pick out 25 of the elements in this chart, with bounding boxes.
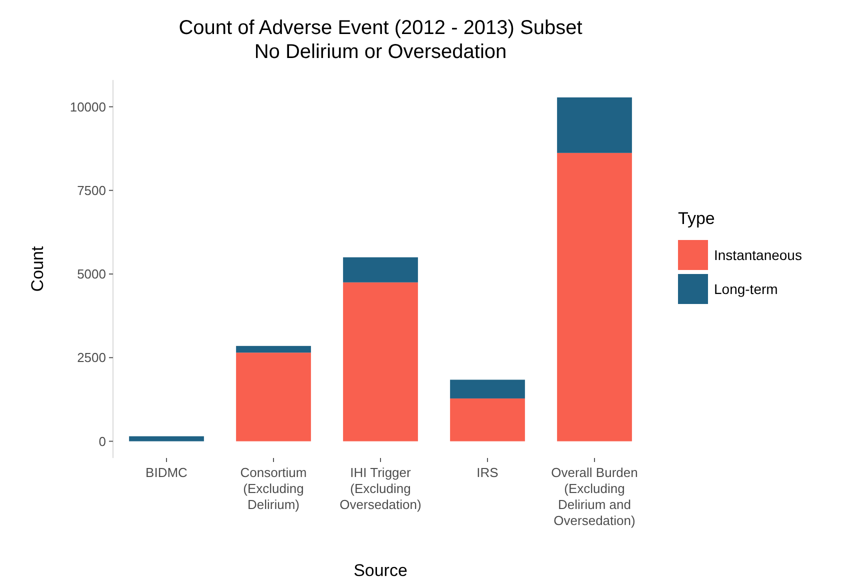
y-tick-label: 0	[98, 434, 106, 449]
bar	[343, 257, 418, 282]
bar	[236, 352, 311, 442]
legend-title: Type	[678, 209, 715, 228]
chart-title: Count of Adverse Event (2012 - 2013) Subset No Delirium or Oversedation	[178, 17, 583, 63]
bar	[450, 398, 525, 442]
legend-label: Instantaneous	[714, 246, 802, 263]
bar	[557, 152, 632, 442]
x-axis-title: Source	[354, 561, 408, 580]
x-tick-label: IRS	[476, 465, 499, 480]
x-tick-label: IHI Trigger (Excluding Oversedation)	[340, 465, 422, 512]
bar	[343, 282, 418, 442]
bar	[557, 97, 632, 153]
y-tick-label: 2500	[77, 350, 106, 366]
y-tick-label: 5000	[77, 266, 106, 282]
x-tick-label: Consortium (Excluding Delirium)	[240, 465, 307, 512]
bar	[129, 436, 204, 442]
x-tick-label: Overall Burden (Excluding Delirium and Oversedation)	[551, 465, 638, 528]
bar	[236, 346, 311, 353]
legend-label: Long-term	[714, 280, 778, 297]
y-tick-label: 7500	[77, 182, 106, 198]
y-axis-title: Count	[28, 246, 47, 292]
x-tick-label: BIDMC	[146, 465, 188, 480]
y-tick-label: 10000	[70, 99, 106, 114]
bar	[450, 380, 525, 398]
